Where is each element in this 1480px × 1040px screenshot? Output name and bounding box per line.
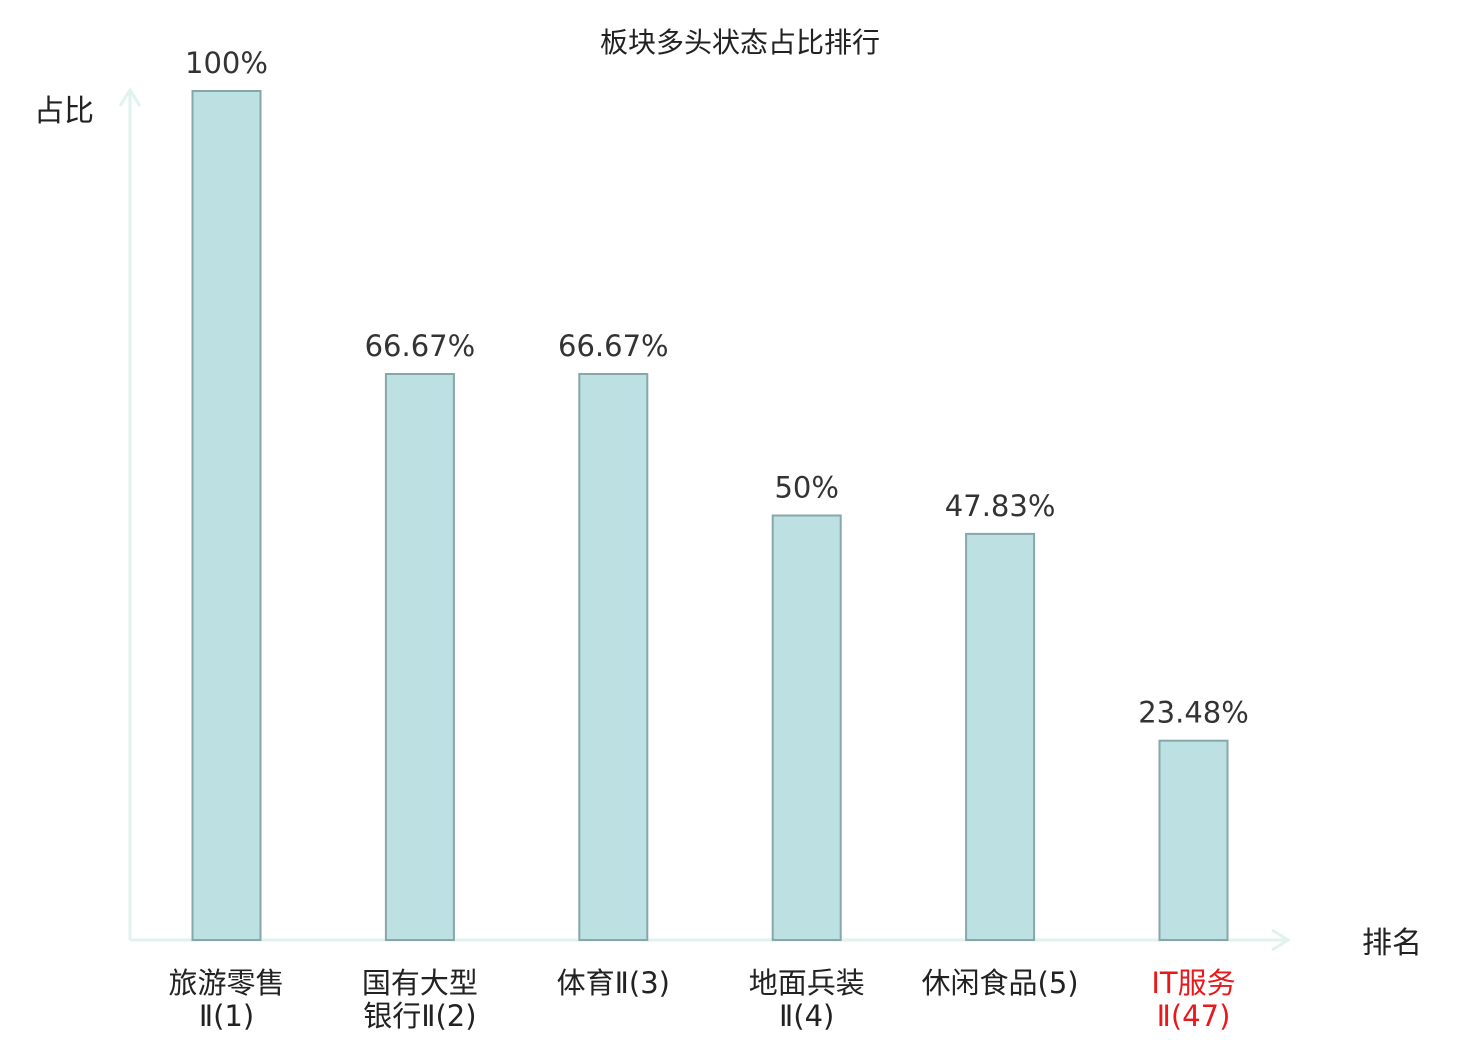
chart-title: 板块多头状态占比排行 bbox=[600, 26, 880, 59]
x-tick-label: Ⅱ(4) bbox=[779, 999, 834, 1033]
bars-group bbox=[191, 90, 1229, 942]
x-tick-label: 体育Ⅱ(3) bbox=[557, 966, 670, 1000]
bar bbox=[1158, 739, 1229, 942]
x-tick-label: 旅游零售 bbox=[168, 966, 284, 1000]
y-axis-label: 占比 bbox=[34, 94, 94, 129]
value-label: 47.83% bbox=[945, 489, 1056, 523]
x-axis-arrow bbox=[1271, 928, 1291, 952]
value-label: 66.67% bbox=[365, 329, 476, 363]
value-labels-group: 100% 66.67% 66.67% 50% 47.83% 23.48% bbox=[185, 46, 1249, 730]
value-label: 66.67% bbox=[558, 329, 669, 363]
y-axis-arrow bbox=[118, 87, 142, 107]
x-tick-label: Ⅱ(47) bbox=[1157, 999, 1231, 1033]
x-axis-label: 排名 bbox=[1362, 926, 1422, 961]
axes bbox=[118, 87, 1291, 952]
x-tick-label: 国有大型 bbox=[362, 966, 478, 1000]
value-label: 100% bbox=[185, 46, 268, 80]
value-label: 23.48% bbox=[1138, 696, 1249, 730]
bar bbox=[384, 373, 455, 941]
x-tick-label: 银行Ⅱ(2) bbox=[363, 999, 476, 1033]
bar bbox=[578, 373, 649, 941]
bar bbox=[965, 532, 1036, 942]
x-tick-label: 休闲食品(5) bbox=[922, 966, 1079, 1000]
x-tick-label: IT服务 bbox=[1151, 966, 1235, 1000]
x-tick-label: Ⅱ(1) bbox=[199, 999, 254, 1033]
bar bbox=[771, 514, 842, 941]
value-label: 50% bbox=[774, 471, 838, 505]
bar bbox=[191, 90, 262, 941]
x-tick-label: 地面兵装 bbox=[749, 966, 865, 1000]
